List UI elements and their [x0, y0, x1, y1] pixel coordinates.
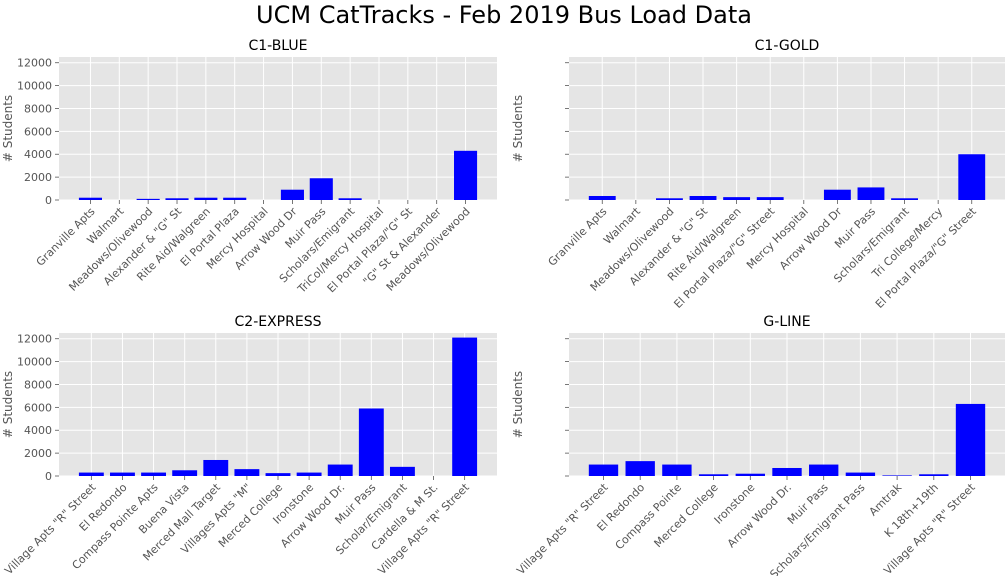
bar — [194, 197, 218, 200]
bar — [955, 403, 986, 476]
y-tick-label: 8000 — [24, 102, 52, 115]
x-tick-label: Merced College — [652, 481, 721, 550]
bar — [772, 467, 802, 476]
bar — [454, 150, 478, 200]
plot-area — [569, 57, 1005, 200]
bar — [919, 474, 949, 476]
bar — [588, 464, 619, 476]
bar — [698, 474, 729, 476]
chart-title: C1-BLUE — [248, 38, 307, 54]
bar — [857, 187, 885, 200]
bar — [389, 466, 415, 476]
bar — [78, 472, 104, 476]
bar — [141, 472, 167, 476]
y-tick-label: 12000 — [17, 333, 52, 346]
bar — [296, 472, 322, 476]
bar — [110, 472, 135, 476]
bar — [309, 178, 333, 200]
y-axis-label: # Students — [1, 371, 15, 438]
plot-area — [59, 57, 497, 200]
bar — [588, 195, 616, 200]
bar — [823, 189, 851, 200]
bar — [78, 197, 102, 200]
bar — [280, 189, 304, 200]
bar — [165, 198, 189, 200]
y-tick-label: 2000 — [24, 171, 52, 184]
bar — [891, 198, 919, 200]
bar — [655, 198, 683, 200]
bar — [172, 470, 198, 476]
y-tick-label: 2000 — [24, 447, 52, 460]
y-tick-label: 10000 — [17, 80, 52, 93]
bar — [203, 459, 229, 476]
bar — [723, 197, 751, 200]
bar — [625, 461, 655, 476]
x-tick-label: Arrow Wood Dr. — [725, 481, 794, 550]
bar — [735, 473, 765, 476]
bar — [809, 464, 839, 476]
bar — [136, 198, 160, 200]
x-tick-label: Compass Pointe — [613, 481, 685, 553]
y-tick-label: 4000 — [24, 148, 52, 161]
bar — [662, 464, 692, 476]
bar — [338, 198, 362, 200]
y-tick-label: 6000 — [24, 401, 52, 414]
bar — [452, 337, 478, 476]
bar — [265, 473, 291, 476]
bar — [845, 472, 876, 476]
bar — [958, 154, 986, 200]
figure-title: UCM CatTracks - Feb 2019 Bus Load Data — [256, 1, 752, 29]
chart-title: G-LINE — [763, 314, 810, 330]
chart-title: C1-GOLD — [755, 38, 820, 54]
y-axis-label: # Students — [511, 371, 525, 438]
chart-panel: Granville AptsWalmartMeadows/OlivewoodAl… — [511, 38, 1005, 311]
bar — [689, 195, 717, 200]
y-tick-label: 4000 — [24, 424, 52, 437]
y-tick-label: 6000 — [24, 125, 52, 138]
bar — [358, 408, 384, 476]
y-tick-label: 12000 — [17, 57, 52, 70]
y-axis-label: # Students — [511, 95, 525, 162]
bar — [327, 464, 353, 476]
bar — [223, 197, 247, 200]
y-tick-label: 10000 — [17, 356, 52, 369]
y-tick-label: 0 — [45, 194, 52, 207]
bar — [234, 469, 260, 476]
chart-title: C2-EXPRESS — [235, 314, 322, 330]
bar — [882, 475, 912, 476]
y-tick-label: 8000 — [24, 378, 52, 391]
x-tick-label: Granville Apts — [546, 205, 610, 269]
y-axis-label: # Students — [1, 95, 15, 162]
y-tick-label: 0 — [45, 470, 52, 483]
bar — [756, 197, 784, 200]
